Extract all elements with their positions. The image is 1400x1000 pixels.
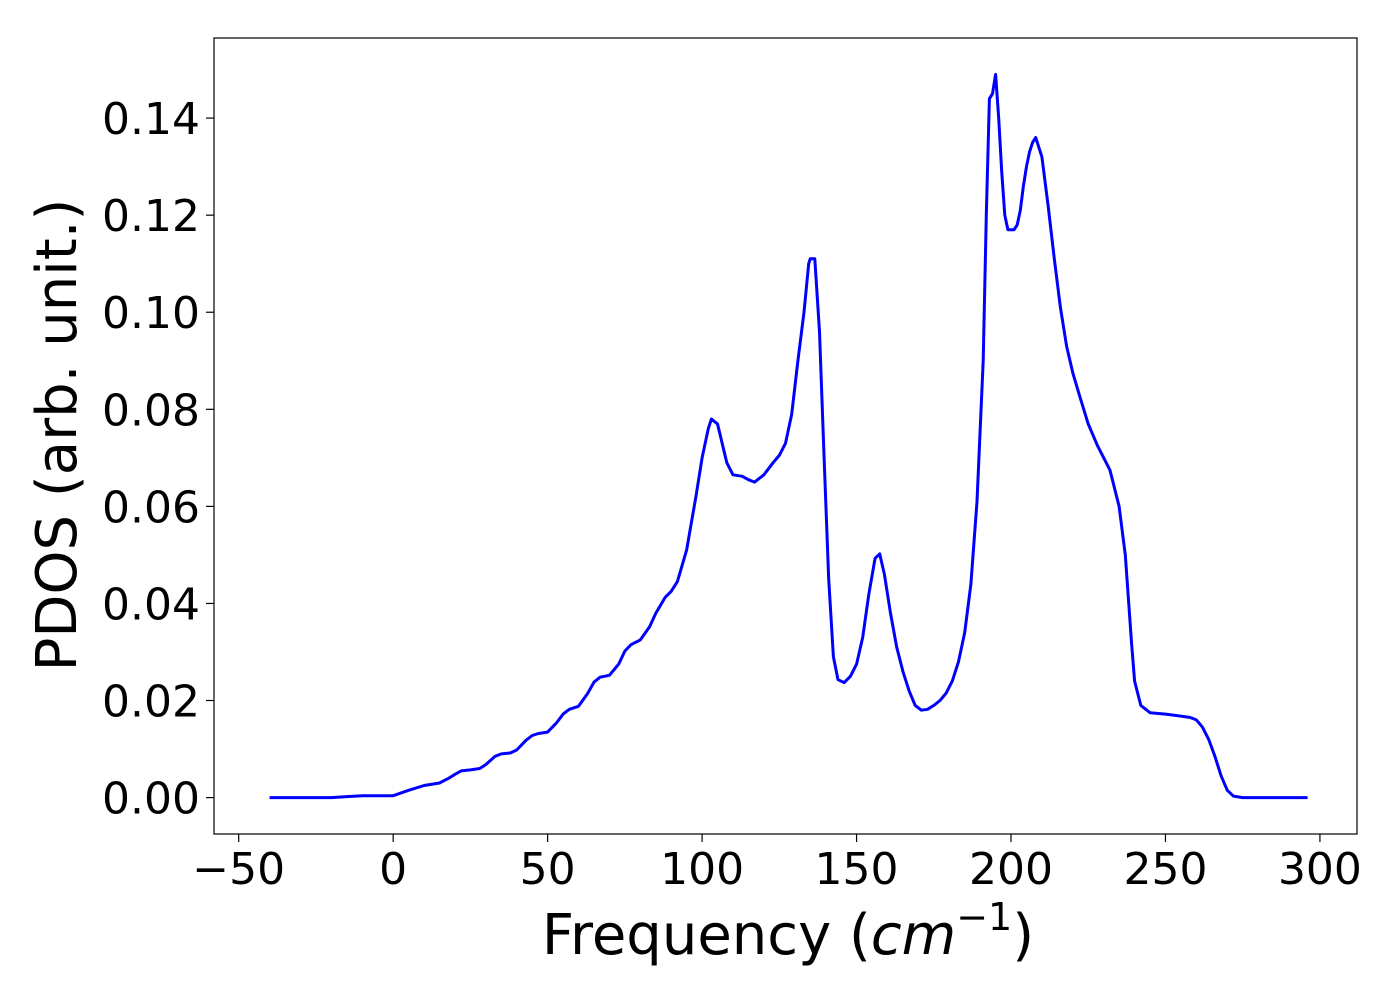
- x-tick-label: −50: [192, 844, 285, 895]
- x-tick-label: 200: [969, 844, 1053, 895]
- x-tick-label: 100: [660, 844, 744, 895]
- y-tick-label: 0.10: [102, 288, 200, 339]
- y-tick-label: 0.12: [102, 191, 200, 242]
- x-axis-ticks: −50 0 50 100 150 200 250 300: [192, 834, 1362, 895]
- y-tick-label: 0.08: [102, 385, 200, 436]
- y-axis-ticks: 0.00 0.02 0.04 0.06 0.08 0.10 0.12 0.14: [102, 94, 214, 825]
- y-tick-label: 0.04: [102, 579, 200, 630]
- y-axis-title: PDOS (arb. unit.): [25, 199, 90, 672]
- x-tick-label: 50: [520, 844, 576, 895]
- x-axis-title: Frequency (cm−1): [542, 895, 1034, 968]
- series-line-pdos: [269, 72, 1308, 800]
- y-tick-label: 0.00: [102, 774, 200, 825]
- x-tick-label: 0: [379, 844, 407, 895]
- plot-frame: [213, 37, 1358, 835]
- x-tick-label: 300: [1278, 844, 1362, 895]
- y-tick-label: 0.06: [102, 482, 200, 533]
- y-tick-label: 0.14: [102, 94, 200, 145]
- x-tick-label: 150: [815, 844, 899, 895]
- x-tick-label: 250: [1123, 844, 1207, 895]
- y-tick-label: 0.02: [102, 677, 200, 728]
